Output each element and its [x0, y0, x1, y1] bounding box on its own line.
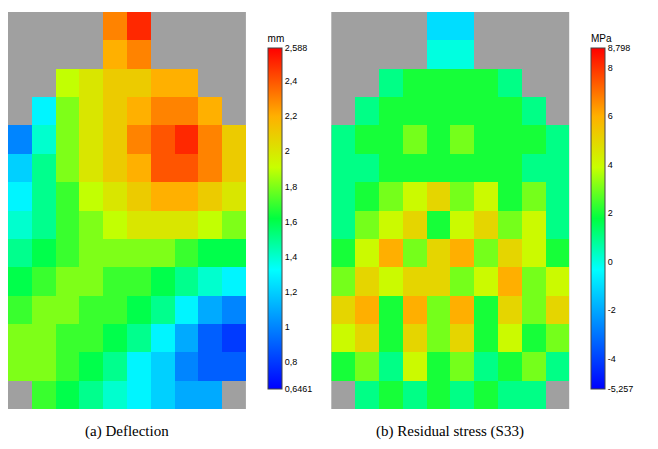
svg-text:6: 6: [608, 111, 613, 121]
svg-text:(b) Residual stress (S33): (b) Residual stress (S33): [376, 423, 524, 440]
svg-text:2: 2: [608, 208, 613, 218]
svg-text:1,2: 1,2: [285, 287, 298, 297]
svg-text:8: 8: [608, 63, 613, 73]
svg-text:2: 2: [285, 146, 290, 156]
svg-text:1: 1: [285, 322, 290, 332]
svg-text:0,6461: 0,6461: [285, 384, 313, 394]
svg-text:2,2: 2,2: [285, 111, 298, 121]
svg-text:-2: -2: [608, 305, 616, 315]
svg-text:1,4: 1,4: [285, 252, 298, 262]
svg-text:8,798: 8,798: [608, 43, 631, 53]
svg-text:-4: -4: [608, 354, 616, 364]
svg-text:MPa: MPa: [591, 33, 612, 44]
svg-text:2,4: 2,4: [285, 76, 298, 86]
svg-text:0: 0: [608, 257, 613, 267]
svg-text:1,8: 1,8: [285, 182, 298, 192]
svg-text:4: 4: [608, 160, 613, 170]
svg-text:mm: mm: [268, 33, 285, 44]
svg-text:(a) Deflection: (a) Deflection: [85, 423, 169, 440]
svg-text:1,6: 1,6: [285, 217, 298, 227]
svg-text:-5,257: -5,257: [608, 384, 634, 394]
svg-text:0,8: 0,8: [285, 357, 298, 367]
svg-text:2,588: 2,588: [285, 43, 308, 53]
